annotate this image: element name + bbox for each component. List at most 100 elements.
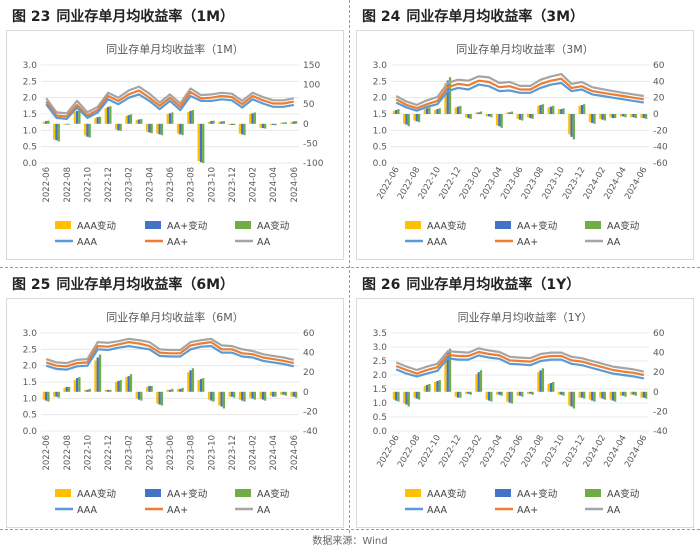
- series-line: [395, 350, 645, 377]
- bar: [417, 391, 421, 400]
- bar: [603, 114, 606, 121]
- bar: [593, 391, 596, 402]
- series-line: [395, 72, 644, 107]
- legend-swatch: [495, 221, 511, 229]
- bar: [599, 391, 602, 398]
- bar: [477, 372, 480, 392]
- bar: [176, 388, 180, 392]
- y2-tick-label: 0: [303, 388, 309, 398]
- bar: [479, 370, 483, 392]
- bar: [104, 389, 107, 392]
- bar: [609, 391, 612, 400]
- legend-swatch: [145, 221, 161, 229]
- y2-tick-label: -40: [653, 143, 668, 153]
- bar: [249, 114, 252, 124]
- bar: [94, 117, 97, 124]
- bar: [197, 123, 200, 162]
- bar: [423, 385, 426, 392]
- bar: [479, 111, 483, 114]
- bar: [521, 114, 524, 121]
- bar: [498, 391, 501, 395]
- bar: [284, 122, 287, 124]
- bar: [485, 114, 488, 117]
- legend-label: AAA变动: [427, 220, 466, 232]
- bar: [467, 391, 470, 394]
- y-tick-label: 2.5: [23, 345, 37, 355]
- bar: [251, 391, 254, 399]
- bar: [109, 389, 112, 392]
- figure-panel-1y: 图 26 同业存单月均收益率（1Y） 同业存单月均收益率（1Y） 0.0 0.5 1.0…: [352, 270, 696, 532]
- bar: [53, 391, 56, 397]
- bar: [171, 112, 174, 124]
- y2-tick-label: 40: [303, 349, 315, 359]
- y-tick-label: 1.5: [23, 378, 37, 388]
- bar: [413, 391, 416, 398]
- bar: [415, 114, 418, 122]
- legend-label: AA+: [167, 505, 188, 516]
- bar: [171, 388, 174, 392]
- chart-frame: 同业存单月均收益率（3M） 0.0 0.5 1.0 1.5 2.0 2.5 3.0 -60 -40…: [356, 30, 694, 260]
- bar: [73, 112, 76, 124]
- bar: [261, 391, 265, 400]
- bar: [73, 380, 76, 392]
- y2-tick-label: -100: [303, 159, 324, 169]
- bar: [47, 120, 50, 124]
- bar: [47, 391, 50, 402]
- bar: [78, 377, 81, 392]
- bar: [269, 123, 273, 125]
- bar: [405, 391, 408, 405]
- bar: [84, 389, 87, 392]
- bar: [86, 123, 89, 137]
- bar: [395, 109, 398, 114]
- y-tick-label: 1.5: [373, 385, 387, 395]
- y2-tick-label: 0: [303, 120, 309, 130]
- bar: [202, 123, 205, 163]
- bar: [446, 80, 449, 114]
- y-tick-label: 3.5: [373, 329, 387, 339]
- y2-tick-label: 40: [653, 349, 665, 359]
- bar: [125, 115, 128, 124]
- legend-label: AAA: [77, 505, 98, 516]
- bar: [611, 114, 615, 119]
- bar: [392, 110, 396, 114]
- y-tick-label: 0.5: [373, 143, 387, 153]
- x-tick-label: 2023-10: [207, 435, 217, 471]
- y-tick-label: 2.0: [373, 371, 388, 381]
- bar: [518, 391, 522, 396]
- bar: [253, 391, 256, 400]
- bar: [187, 372, 190, 392]
- bar: [88, 123, 91, 138]
- x-tick-label: 2024-04: [269, 435, 279, 471]
- legend-swatch: [55, 221, 71, 229]
- y-tick-label: 1.0: [23, 126, 38, 136]
- series-line: [45, 89, 294, 118]
- bar: [603, 391, 606, 400]
- bar: [191, 368, 195, 392]
- bar: [135, 119, 138, 124]
- bar: [264, 123, 267, 129]
- bar: [490, 114, 493, 118]
- chart-3m: 同业存单月均收益率（3M） 0.0 0.5 1.0 1.5 2.0 2.5 3.0 -60 -40…: [373, 42, 668, 248]
- series-line: [395, 347, 645, 373]
- x-tick-label: 2022-08: [63, 167, 73, 203]
- bar: [63, 387, 66, 392]
- chart-frame: 同业存单月均收益率（1Y） 0.0 0.5 1.0 1.5 2.0 2.5 3.0 3.5 -40…: [356, 298, 694, 528]
- bar: [53, 123, 56, 140]
- bar: [42, 391, 46, 400]
- bar: [392, 391, 396, 400]
- x-tick-label: 2022-06: [42, 435, 52, 471]
- bar: [475, 112, 478, 114]
- bar: [467, 114, 470, 119]
- chart-frame: 同业存单月均收益率（6M） 0.0 0.5 1.0 1.5 2.0 2.5 3.0 -40 -20…: [6, 298, 344, 528]
- bar: [500, 114, 503, 128]
- bar: [210, 391, 213, 401]
- bar: [259, 123, 262, 128]
- bar: [129, 374, 133, 392]
- bar: [264, 391, 267, 401]
- figure-title: 图 23 同业存单月均收益率（1M）: [12, 6, 234, 26]
- legend-swatch: [585, 489, 601, 497]
- bar: [166, 114, 169, 124]
- x-tick-label: 2022-06: [42, 167, 52, 203]
- bar: [145, 123, 149, 132]
- bar: [609, 114, 612, 118]
